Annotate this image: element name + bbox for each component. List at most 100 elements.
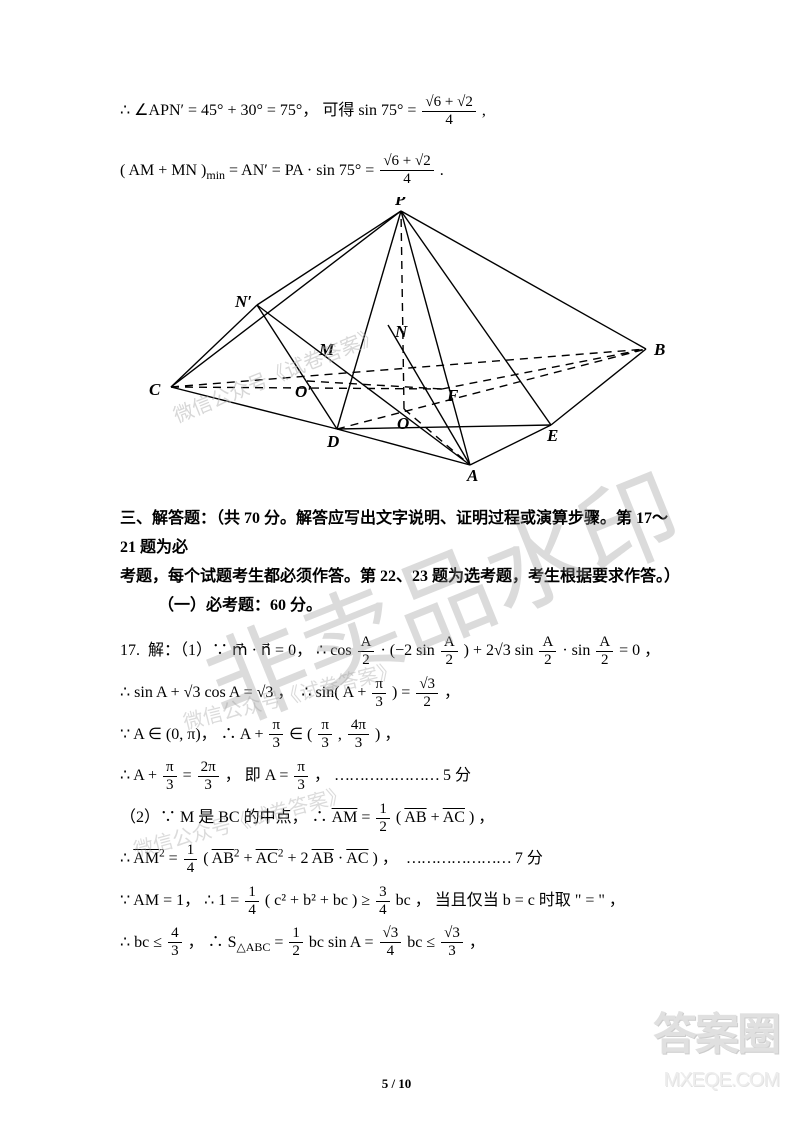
q17-s4-dots: …………………: [334, 767, 439, 784]
q17-s8-tail: ，: [469, 934, 485, 951]
page-footer: 5 / 10: [0, 1076, 793, 1092]
q17-s5b-tail: ) ，: [469, 809, 494, 826]
frac-den: 3: [441, 942, 463, 959]
frac-num: 1: [376, 802, 390, 818]
frac-num: 4: [168, 926, 182, 942]
page: 非卖品水印 微信公众号《试卷答案》 微信公众号《试卷答案》 ∴ ∠APN′ = …: [0, 0, 793, 1122]
vec-am: AM: [332, 809, 358, 826]
q17-s6-dots: …………………: [406, 850, 511, 867]
eq1-mid: 可得 sin 75° =: [322, 102, 420, 119]
q17-s6-mid: (: [203, 850, 211, 867]
q17-line6: ∴ AM2 = 14 ( AB2 + AC2 + 2 AB · AC ) ， ……: [120, 838, 683, 880]
eq2-lhs: ( AM + MN ): [120, 162, 206, 179]
vec-ab: AB: [212, 850, 234, 867]
eq2-fraction: √6 + √2 4: [380, 154, 433, 187]
q17-s5b-eq: =: [361, 809, 374, 826]
frac-num: A: [596, 635, 613, 651]
frac-den: 4: [184, 859, 198, 876]
frac-num: 1: [289, 926, 303, 942]
eq2-frac-num: √6 + √2: [380, 154, 433, 170]
q17-s1a: 解：（1）∵ m⃗ · n⃗ = 0，: [148, 642, 312, 659]
q17-s6-p2: + 2: [287, 850, 308, 867]
q17-line8: ∴ bc ≤ 43 ， ∴ S△ABC = 12 bc sin A = √34 …: [120, 922, 683, 964]
sq: 2: [278, 848, 284, 860]
frac-num: A: [358, 635, 375, 651]
q17-s1b-m2: ) + 2√3 sin: [464, 642, 538, 659]
frac-den: 2: [416, 693, 438, 710]
frac-den: 2: [376, 818, 390, 835]
section-3-line1: 三、解答题：（共 70 分。解答应写出文字说明、证明过程或演算步骤。第 17～2…: [120, 505, 683, 563]
vec-am: AM: [133, 850, 159, 867]
q17-s2-mid: ∴ sin( A +: [301, 684, 370, 701]
frac-den: 3: [269, 734, 283, 751]
q17-s1b-tail: = 0 ，: [619, 642, 660, 659]
frac-den: 3: [294, 776, 308, 793]
frac-den: 3: [318, 734, 332, 751]
frac-den: 3: [198, 776, 219, 793]
svg-text:O: O: [397, 414, 409, 433]
q17-s8-eq: =: [274, 934, 287, 951]
frac-num: 1: [184, 843, 198, 859]
eq1-fraction: √6 + √2 4: [422, 95, 475, 128]
svg-text:N′: N′: [234, 292, 252, 311]
frac-den: 3: [372, 693, 386, 710]
q17-s8-pre: ∴ bc ≤: [120, 934, 166, 951]
q17-s4-mid: ， 即 A =: [225, 767, 293, 784]
eq1-frac-num: √6 + √2: [422, 95, 475, 111]
q17-s3a: ∵ A ∈ (0, π)，: [120, 726, 217, 743]
svg-text:D: D: [326, 432, 339, 451]
vec-ac: AC: [443, 809, 465, 826]
q17-s5b-pre: ∴: [312, 809, 332, 826]
svg-text:P: P: [394, 197, 406, 209]
q17-s2-eq: ) =: [392, 684, 414, 701]
frac-den: 4: [245, 901, 259, 918]
frac-num: π: [318, 718, 332, 734]
frac-num: √3: [380, 926, 402, 942]
frac-den: 4: [376, 901, 390, 918]
equation-2: ( AM + MN )min = AN′ = PA · sin 75° = √6…: [120, 150, 683, 192]
q17-s1b-m1: · (−2 sin: [380, 642, 438, 659]
eq2-sub: min: [206, 168, 225, 182]
frac-num: π: [372, 677, 386, 693]
q17-s3b-in: ∈ (: [289, 726, 316, 743]
q17-s4-pts: 5 分: [443, 767, 471, 784]
q17-s4-pre: ∴ A +: [120, 767, 161, 784]
frac-den: 3: [348, 734, 369, 751]
q17-s8-sub: △ABC: [236, 940, 270, 954]
q17-s6-eq: =: [169, 850, 182, 867]
frac-num: π: [163, 760, 177, 776]
svg-text:E: E: [546, 426, 558, 445]
q17-s1b-pre: ∴ cos: [316, 642, 356, 659]
svg-text:B: B: [653, 340, 665, 359]
frac-num: π: [269, 718, 283, 734]
vec-ac: AC: [256, 850, 278, 867]
frac-num: √3: [416, 677, 438, 693]
q17-line1: 17. 解：（1）∵ m⃗ · n⃗ = 0， ∴ cos A2 · (−2 s…: [120, 630, 683, 672]
frac-num: π: [294, 760, 308, 776]
q17-s8-mid: ， ∴ S: [188, 934, 237, 951]
section-3-line2: 考题，每个试题考生都必须作答。第 22、23 题为选考题，考生根据要求作答。）: [120, 563, 683, 592]
frac-den: 2: [289, 942, 303, 959]
eq2-frac-den: 4: [380, 170, 433, 187]
q17-line3: ∵ A ∈ (0, π)， ∴ A + π3 ∈ ( π3 , 4π3 ) ，: [120, 714, 683, 756]
svg-text:C: C: [149, 380, 161, 399]
q17-line4: ∴ A + π3 = 2π3 ， 即 A = π3 ， ………………… 5 分: [120, 755, 683, 797]
sq: 2: [159, 848, 165, 860]
geometry-figure-wrap: PABCDEFOO′MNN′微信公众号《试卷答案》: [120, 197, 683, 487]
q17-line2: ∴ sin A + √3 cos A = √3 ， ∴ sin( A + π3 …: [120, 672, 683, 714]
frac-num: 1: [245, 885, 259, 901]
q17-s8-bcsin: bc sin A =: [309, 934, 378, 951]
frac-num: 2π: [198, 760, 219, 776]
eq1-tail: ,: [482, 102, 486, 119]
frac-num: A: [539, 635, 556, 651]
eq2-mid: = AN′ = PA · sin 75° =: [229, 162, 378, 179]
eq1-frac-den: 4: [422, 111, 475, 128]
frac-num: 4π: [348, 718, 369, 734]
eq2-tail: .: [440, 162, 444, 179]
frac-den: 3: [168, 942, 182, 959]
geometry-figure: PABCDEFOO′MNN′微信公众号《试卷答案》: [137, 197, 667, 482]
frac-num: A: [441, 635, 458, 651]
section-3-sub: （一）必考题：60 分。: [120, 592, 683, 621]
q17-s6-pts: 7 分: [515, 850, 543, 867]
q17-s3b-tail: ) ，: [375, 726, 400, 743]
